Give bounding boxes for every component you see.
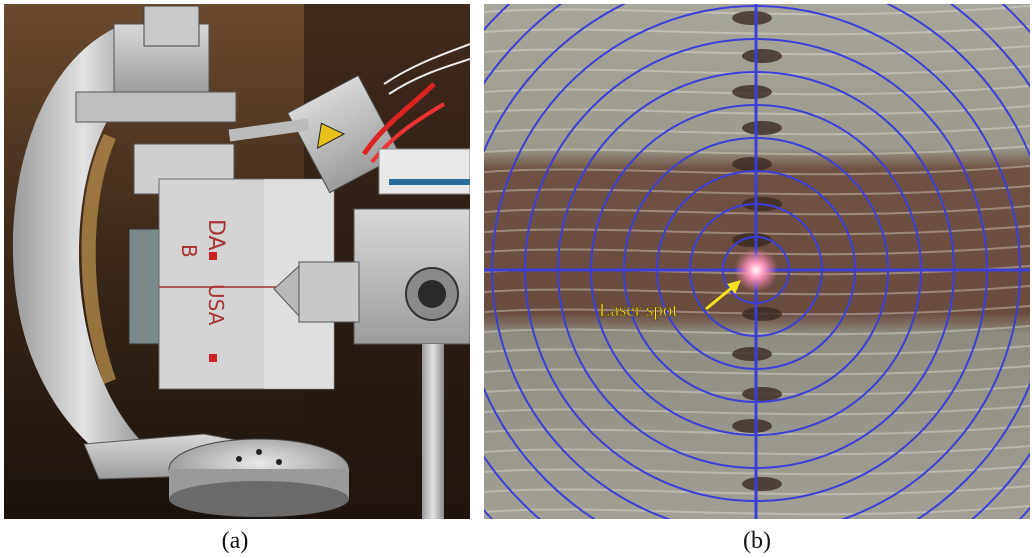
photo-apparatus: DA B USA	[4, 4, 470, 519]
surface-streak	[484, 225, 1030, 236]
ablation-pit	[742, 121, 782, 135]
engraved-b: B	[177, 244, 201, 258]
caption-b: (b)	[743, 528, 771, 554]
ablation-pit	[742, 49, 782, 63]
surface-streak	[484, 285, 1030, 296]
ablation-pit	[732, 157, 772, 171]
surface-streak	[484, 325, 1030, 336]
ablation-pit	[732, 233, 772, 247]
ablation-pit	[732, 347, 772, 361]
ablation-pit	[732, 11, 772, 25]
ablation-pit	[742, 387, 782, 401]
surface-streak	[484, 205, 1030, 216]
surface-streak	[484, 345, 1030, 356]
surface-streak	[484, 245, 1030, 256]
surface-streak	[484, 365, 1030, 376]
surface-streak	[484, 405, 1030, 416]
caption-a: (a)	[221, 528, 249, 554]
arc-ring	[12, 24, 155, 464]
surface-streak	[484, 5, 1030, 16]
laser-spot-label: Laser spot	[599, 300, 678, 321]
ablation-pit	[742, 477, 782, 491]
surface-streak	[484, 165, 1030, 176]
reticle-view: Laser spot	[484, 4, 1030, 519]
laser-spot	[734, 248, 778, 292]
surface-streak	[484, 45, 1030, 56]
surface-streak	[484, 425, 1030, 436]
ablation-pit	[732, 419, 772, 433]
surface-streak	[484, 85, 1030, 96]
surface-streak	[484, 465, 1030, 476]
engraved-da: DA	[203, 219, 228, 251]
photo-microscope-view: Laser spot	[484, 4, 1030, 519]
surface-streak	[484, 105, 1030, 116]
annotation-arrow	[705, 284, 735, 311]
surface-streak	[484, 505, 1030, 516]
surface-streak	[484, 125, 1030, 136]
surface-streak	[484, 485, 1030, 496]
surface-streak	[484, 145, 1030, 156]
surface-streak	[484, 385, 1030, 396]
surface-streak	[484, 305, 1030, 316]
apparatus-illustration: DA B USA	[4, 4, 470, 519]
surface-streak	[484, 445, 1030, 456]
engraved-usa: USA	[204, 284, 228, 326]
surface-streak	[484, 65, 1030, 76]
ablation-pit	[732, 85, 772, 99]
surface-streak	[484, 185, 1030, 196]
ablation-pit	[742, 307, 782, 321]
